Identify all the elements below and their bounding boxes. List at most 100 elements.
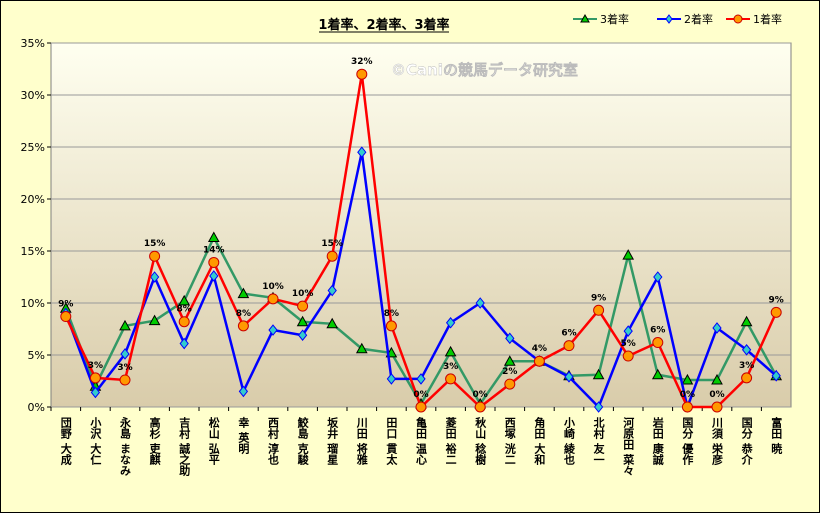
- data-point: [474, 401, 486, 413]
- legend-label: 2着率: [684, 12, 713, 26]
- data-label: 14%: [203, 245, 225, 255]
- chart-title: 1着率、2着率、3着率: [318, 17, 449, 33]
- x-axis: 団野 大成 小沢 大仁 永島 まなみ 高杉 吏麒 吉村 誠之助 松山 弘平 幸 英明 西村 淳…: [50, 407, 783, 477]
- data-label: 6%: [650, 326, 665, 336]
- x-tick-label: 鮫島 克駿: [296, 416, 309, 466]
- data-point: [297, 329, 308, 342]
- data-point: [445, 373, 457, 385]
- data-point: [178, 316, 190, 328]
- data-point: [208, 256, 220, 268]
- data-point: [445, 316, 456, 329]
- data-label: 15%: [321, 239, 343, 249]
- legend-marker: [665, 14, 673, 24]
- plot-area: [50, 42, 792, 408]
- data-point: [711, 373, 723, 385]
- x-tick-label: 田口 貫太: [385, 417, 399, 466]
- y-tick-label: 35%: [21, 37, 45, 50]
- data-label: 32%: [351, 57, 373, 67]
- data-point: [651, 368, 664, 380]
- data-point: [415, 401, 427, 413]
- x-tick-label: 河原田 菜々: [622, 416, 636, 476]
- data-point: [504, 378, 516, 390]
- legend-marker: [733, 14, 743, 24]
- data-point: [149, 250, 161, 262]
- data-point: [178, 294, 191, 306]
- x-tick-label: 団野 大成: [59, 416, 72, 466]
- x-tick-label: 秋山 稔樹: [474, 416, 487, 466]
- data-label: 3%: [739, 361, 754, 371]
- data-point: [89, 372, 101, 384]
- data-point: [503, 355, 516, 366]
- data-point: [209, 270, 219, 282]
- data-point: [119, 374, 131, 386]
- data-point: [238, 385, 249, 398]
- data-point: [741, 343, 752, 356]
- data-point: [207, 231, 220, 242]
- watermark: ©Caniの競馬データ研究室: [391, 61, 578, 79]
- data-point: [505, 332, 515, 345]
- data-point: [120, 348, 130, 360]
- data-point: [60, 311, 72, 323]
- x-tick-label: 高杉 吏麒: [148, 416, 161, 466]
- x-tick-label: 角田 大和: [533, 416, 546, 466]
- series-layer: [59, 68, 783, 413]
- data-point: [416, 373, 426, 385]
- x-tick-label: 川須 栄彦: [711, 417, 725, 466]
- data-label: 3%: [443, 362, 458, 372]
- legend-entry: 2着率: [657, 12, 713, 26]
- data-point: [267, 293, 279, 305]
- data-point: [593, 401, 604, 413]
- data-point: [681, 373, 694, 385]
- data-point: [90, 386, 101, 399]
- x-tick-label: 北村 友一: [592, 416, 605, 465]
- data-point: [681, 401, 693, 413]
- data-point: [149, 271, 160, 283]
- data-point: [385, 320, 397, 332]
- x-tick-label: 幸 英明: [237, 416, 251, 455]
- data-point: [179, 337, 189, 350]
- x-tick-label: 西塚 洸二: [503, 417, 516, 465]
- legend-entry: 3着率: [573, 12, 629, 26]
- data-label: 0%: [473, 390, 488, 400]
- data-label: 9%: [769, 295, 784, 305]
- data-point: [740, 315, 753, 327]
- x-tick-label: 松山 弘平: [207, 416, 220, 466]
- data-point: [357, 146, 367, 159]
- y-tick-label: 5%: [28, 349, 45, 362]
- y-tick-label: 0%: [28, 401, 45, 414]
- data-label: 2%: [502, 367, 517, 377]
- data-label: 6%: [561, 329, 576, 339]
- data-point: [653, 271, 663, 283]
- x-tick-label: 岩田 康誠: [651, 416, 665, 466]
- x-tick-label: 永島 まなみ: [119, 416, 133, 477]
- data-labels: 9% 3% 3% 15% 8% 14% 8% 10% 10% 15% 32% 8% 0% 3% 0% 2% 4%…: [58, 57, 784, 400]
- data-point: [564, 371, 574, 383]
- data-point: [563, 340, 575, 352]
- x-tick-label: 小崎 綾也: [563, 416, 577, 465]
- legend-label: 1着率: [753, 12, 782, 26]
- x-tick-label: 西村 淳也: [267, 417, 280, 465]
- gridlines: [51, 42, 791, 408]
- data-point: [770, 306, 782, 318]
- data-label: 5%: [621, 339, 636, 349]
- data-point: [623, 325, 633, 337]
- legend: 3着率 2着率 1着率: [573, 12, 782, 26]
- x-tick-label: 富田 暁: [770, 416, 783, 455]
- data-label: 8%: [236, 309, 251, 319]
- data-point: [327, 284, 337, 297]
- data-label: 10%: [262, 282, 284, 292]
- data-label: 9%: [591, 293, 606, 303]
- data-label: 8%: [177, 305, 192, 315]
- data-point: [771, 369, 781, 382]
- legend-label: 3着率: [600, 12, 629, 26]
- x-tick-label: 吉村 誠之助: [178, 416, 191, 477]
- x-tick-label: 坂井 瑠星: [326, 416, 339, 465]
- data-point: [237, 287, 250, 299]
- x-tick-label: 亀田 温心: [415, 416, 428, 466]
- y-axis: 0% 5% 10% 15% 20% 25% 30% 35%: [21, 37, 51, 414]
- data-point: [356, 68, 368, 80]
- data-label: 15%: [144, 239, 166, 249]
- data-point: [711, 401, 723, 413]
- y-tick-label: 20%: [21, 193, 45, 206]
